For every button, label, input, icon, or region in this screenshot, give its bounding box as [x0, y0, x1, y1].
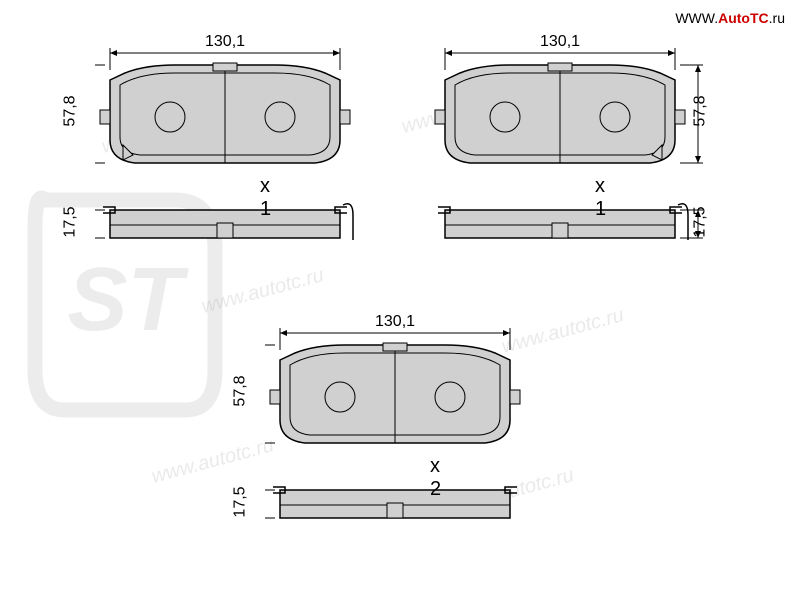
- width-dim-2: 130,1: [540, 33, 580, 51]
- thickness-dim-2: 17,5: [692, 206, 710, 237]
- width-dim-1: 130,1: [205, 33, 245, 51]
- pad-drawing-3: [265, 325, 525, 555]
- height-dim-2: 57,8: [692, 95, 710, 126]
- height-dim-1: 57,8: [62, 95, 80, 126]
- source-url: WWW.AutoTC.ru: [675, 10, 785, 26]
- height-dim-3: 57,8: [232, 375, 250, 406]
- thickness-dim-3: 17,5: [232, 486, 250, 517]
- pad-drawing-1: [95, 45, 355, 275]
- url-suffix: .ru: [769, 10, 785, 26]
- qty-2: x 1: [595, 175, 606, 221]
- qty-3: x 2: [430, 455, 441, 501]
- qty-1: x 1: [260, 175, 271, 221]
- url-main: AutoTC: [718, 10, 769, 26]
- thickness-dim-1: 17,5: [62, 206, 80, 237]
- url-prefix: WWW.: [675, 10, 718, 26]
- width-dim-3: 130,1: [375, 313, 415, 331]
- pad-drawing-2: [430, 45, 720, 275]
